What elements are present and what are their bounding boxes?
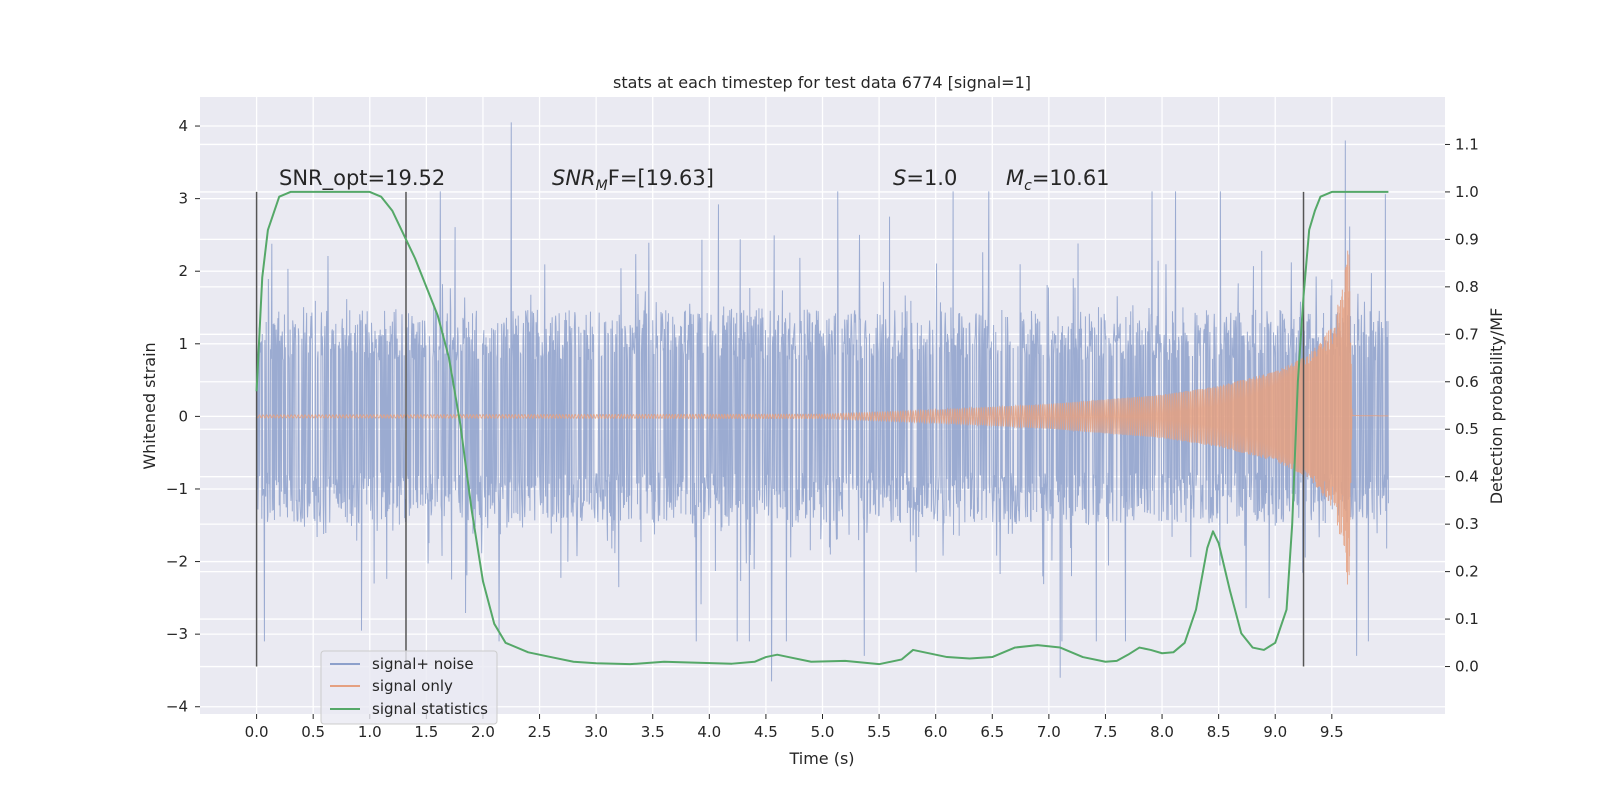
x-tick-label-6: 3.0 — [584, 723, 608, 741]
x-tick-label-12: 6.0 — [924, 723, 948, 741]
y-tick-label-right-5: 0.6 — [1455, 373, 1479, 391]
x-tick-label-1: 0.5 — [301, 723, 325, 741]
x-tick-label-14: 7.0 — [1037, 723, 1061, 741]
x-tick-label-19: 9.5 — [1320, 723, 1344, 741]
y-tick-label-right-9: 0.2 — [1455, 563, 1479, 581]
y-tick-label-left-5: −1 — [166, 480, 188, 498]
y-tick-label-left-7: −3 — [166, 625, 188, 643]
y-tick-label-right-1: 1.0 — [1455, 183, 1479, 201]
chart-title: stats at each timestep for test data 677… — [613, 73, 1031, 92]
annotation-mc: Mc=10.61 — [1006, 166, 1110, 194]
y-axis-label-right: Detection probability/MF — [1487, 308, 1506, 505]
annotation-mc-main: M — [1006, 166, 1024, 190]
y-tick-label-right-2: 0.9 — [1455, 230, 1479, 248]
y-tick-label-right-10: 0.1 — [1455, 610, 1479, 628]
y-ticks-right: 1.1 1.0 0.9 0.8 0.7 0.6 0.5 0.4 0.3 0.2 0.1 0.0 — [1445, 135, 1479, 676]
x-axis-label: Time (s) — [788, 749, 854, 768]
x-tick-label-2: 1.0 — [358, 723, 382, 741]
y-tick-label-left-3: 1 — [178, 335, 188, 353]
legend: signal+ noise signal only signal statist… — [320, 650, 498, 725]
legend-label-signal-noise: signal+ noise — [372, 655, 474, 673]
x-tick-label-8: 4.0 — [697, 723, 721, 741]
y-tick-label-left-2: 2 — [178, 262, 188, 280]
y-tick-label-right-3: 0.8 — [1455, 278, 1479, 296]
x-tick-label-7: 3.5 — [641, 723, 665, 741]
y-tick-label-left-8: −4 — [166, 698, 188, 716]
y-tick-label-left-1: 3 — [178, 190, 188, 208]
x-tick-label-15: 7.5 — [1094, 723, 1118, 741]
vertical-markers — [255, 191, 1305, 667]
annotation-s-main: S — [893, 166, 906, 190]
x-tick-label-18: 9.0 — [1263, 723, 1287, 741]
y-tick-label-right-0: 1.1 — [1455, 135, 1479, 153]
y-tick-label-left-4: 0 — [178, 407, 188, 425]
series-signal-only — [256, 250, 1389, 585]
y-axis-label: Whitened strain — [140, 342, 159, 469]
x-tick-label-9: 4.5 — [754, 723, 778, 741]
series-signal-statistics — [255, 190, 1389, 666]
annotation-snr-opt: SNR_opt=19.52 — [279, 166, 445, 191]
series-signal-noise — [256, 122, 1389, 682]
x-tick-label-11: 5.5 — [867, 723, 891, 741]
annotation-snr-mf-rest: F=[19.63] — [608, 166, 714, 190]
annotation-s: S=1.0 — [893, 166, 957, 190]
annotation-s-rest: =1.0 — [906, 166, 957, 190]
y-tick-label-right-4: 0.7 — [1455, 325, 1479, 343]
x-tick-label-13: 6.5 — [980, 723, 1004, 741]
x-tick-label-4: 2.0 — [471, 723, 495, 741]
y-tick-label-left-6: −2 — [166, 553, 188, 571]
x-tick-label-10: 5.0 — [811, 723, 835, 741]
y-tick-label-right-6: 0.5 — [1455, 420, 1479, 438]
annotation-snr-mf-sub: M — [596, 178, 608, 194]
annotation-mc-rest: =10.61 — [1032, 166, 1110, 190]
y-tick-label-right-8: 0.3 — [1455, 515, 1479, 533]
y-tick-label-right-7: 0.4 — [1455, 468, 1479, 486]
annotation-snr-mf-main: SNR — [552, 166, 596, 190]
legend-box — [320, 650, 498, 725]
x-tick-label-5: 2.5 — [528, 723, 552, 741]
x-ticks: 0.0 0.5 1.0 1.5 2.0 2.5 3.0 3.5 4.0 4.5 5.0 5.5 6.0 6… — [245, 714, 1344, 741]
legend-label-signal-only: signal only — [372, 677, 453, 695]
x-tick-label-0: 0.0 — [245, 723, 269, 741]
y-ticks-left: 4 3 2 1 0 −1 −2 −3 −4 — [166, 117, 200, 716]
x-tick-label-16: 8.0 — [1150, 723, 1174, 741]
x-tick-label-3: 1.5 — [414, 723, 438, 741]
series-area — [255, 122, 1389, 682]
annotation-snr-mf: SNRMF=[19.63] — [552, 166, 714, 194]
annotation-mc-sub: c — [1024, 178, 1032, 194]
y-tick-label-right-11: 0.0 — [1455, 658, 1479, 676]
x-tick-label-17: 8.5 — [1207, 723, 1231, 741]
y-tick-label-left-0: 4 — [178, 117, 188, 135]
legend-label-signal-statistics: signal statistics — [372, 700, 488, 718]
